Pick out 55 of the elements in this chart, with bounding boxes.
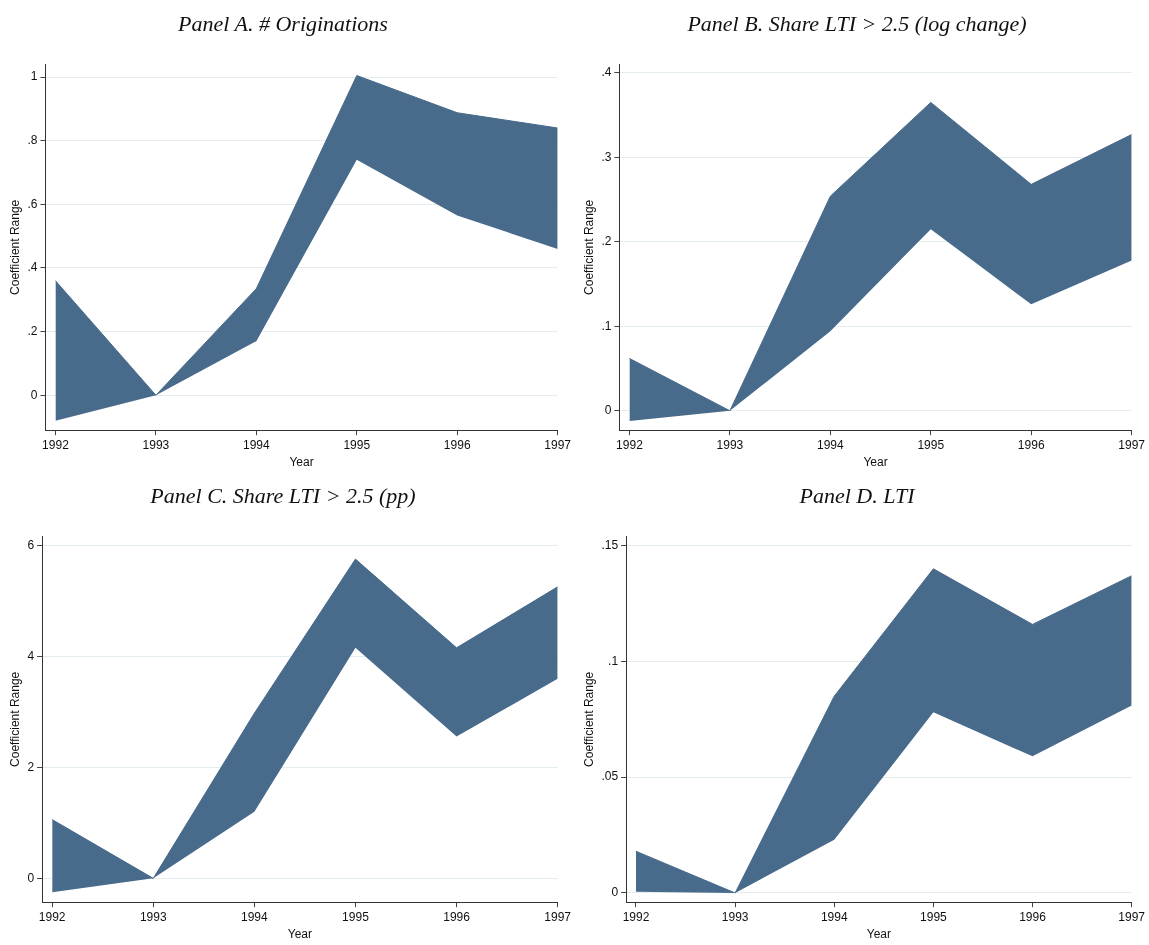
x-axis-title: Year [287, 927, 312, 942]
x-tick-label: 1997 [544, 909, 572, 924]
y-tick-label: 1 [30, 69, 38, 84]
y-axis-title: Coefficient Range [581, 199, 596, 295]
x-tick-label: 1995 [342, 909, 370, 924]
y-tick-label: 0 [27, 870, 35, 885]
y-tick-label: .05 [601, 769, 619, 784]
y-tick-label: 2 [27, 759, 35, 774]
y-axis-title: Coefficient Range [581, 671, 596, 767]
x-tick-label: 1993 [139, 909, 167, 924]
y-tick-label: .4 [27, 260, 38, 275]
x-tick-label: 1995 [920, 909, 948, 924]
x-tick-label: 1994 [241, 909, 269, 924]
x-tick-label: 1993 [716, 437, 744, 452]
y-tick-label: 6 [27, 538, 35, 553]
x-tick-label: 1992 [622, 909, 650, 924]
y-axis-title: Coefficient Range [7, 199, 22, 295]
y-tick-label: 4 [27, 648, 35, 663]
chart-title: Panel D. LTI [798, 482, 917, 508]
x-tick-label: 1995 [343, 437, 371, 452]
y-tick-label: .4 [601, 65, 612, 80]
y-tick-label: .3 [601, 149, 612, 164]
x-tick-label: 1993 [721, 909, 749, 924]
x-tick-label: 1996 [443, 437, 471, 452]
chart-title: Panel A. # Originations [177, 10, 388, 36]
x-tick-label: 1995 [917, 437, 945, 452]
x-tick-label: 1992 [38, 909, 66, 924]
x-tick-label: 1992 [616, 437, 644, 452]
y-tick-label: .1 [601, 318, 612, 333]
y-tick-label: .2 [601, 234, 612, 249]
x-tick-label: 1994 [820, 909, 848, 924]
x-tick-label: 1997 [1118, 437, 1146, 452]
x-tick-label: 1992 [42, 437, 70, 452]
x-tick-label: 1996 [443, 909, 471, 924]
y-tick-label: .6 [27, 196, 38, 211]
x-tick-label: 1996 [1017, 437, 1045, 452]
y-tick-label: .1 [608, 653, 619, 668]
x-tick-label: 1997 [544, 437, 572, 452]
chart-title: Panel B. Share LTI > 2.5 (log change) [686, 10, 1027, 36]
x-axis-title: Year [866, 927, 891, 942]
y-tick-label: 0 [611, 885, 619, 900]
y-tick-label: 0 [30, 387, 38, 402]
y-tick-label: .15 [601, 537, 619, 552]
x-axis-title: Year [289, 455, 314, 470]
chart-title: Panel C. Share LTI > 2.5 (pp) [149, 482, 416, 508]
y-axis-title: Coefficient Range [7, 671, 22, 767]
x-tick-label: 1994 [816, 437, 844, 452]
y-tick-label: .8 [27, 133, 38, 148]
x-tick-label: 1993 [142, 437, 170, 452]
x-tick-label: 1997 [1118, 909, 1146, 924]
x-tick-label: 1994 [242, 437, 270, 452]
x-axis-title: Year [863, 455, 888, 470]
y-tick-label: 0 [604, 403, 612, 418]
y-tick-label: .2 [27, 323, 38, 338]
x-tick-label: 1996 [1019, 909, 1047, 924]
